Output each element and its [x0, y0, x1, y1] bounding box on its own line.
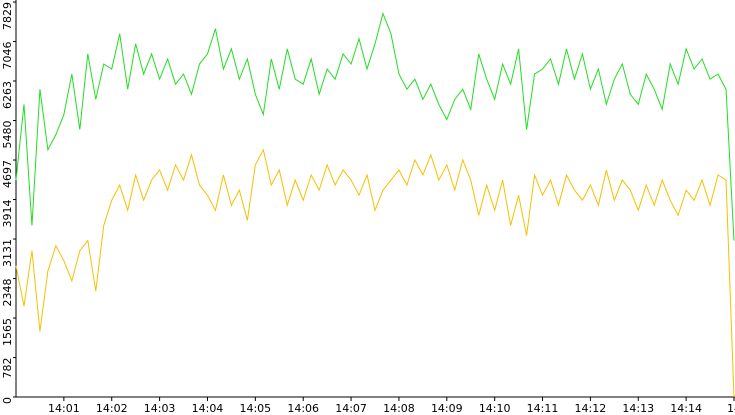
- x-tick-label: 14:04: [192, 402, 224, 415]
- y-tick-label: 7046: [1, 42, 14, 70]
- series-line: [15, 11, 735, 241]
- y-tick-label: 3914: [1, 200, 14, 228]
- y-tick-label: 5480: [1, 121, 14, 149]
- x-tick-label: 14:07: [335, 402, 367, 415]
- x-tick-label: 14:06: [287, 402, 319, 415]
- y-tick-label: 3131: [1, 239, 14, 267]
- y-tick-label: 2348: [1, 279, 14, 307]
- y-tick-label: 6263: [1, 81, 14, 109]
- x-tick-label: 14:10: [479, 402, 511, 415]
- x-tick-label: 14: [727, 402, 735, 415]
- x-tick-label: 14:13: [622, 402, 654, 415]
- y-tick-label: 0: [1, 397, 14, 404]
- x-tick-label: 14:09: [431, 402, 463, 415]
- series-line: [15, 148, 735, 398]
- x-tick-label: 14:12: [575, 402, 607, 415]
- x-tick-label: 14:02: [96, 402, 128, 415]
- y-tick-label: 7829: [1, 2, 14, 30]
- x-tick-label: 14:14: [670, 402, 702, 415]
- x-tick-label: 14:08: [383, 402, 415, 415]
- x-tick-label: 14:11: [527, 402, 559, 415]
- y-tick-label: 1565: [1, 318, 14, 346]
- x-tick-label: 14:05: [239, 402, 271, 415]
- y-tick-label: 782: [1, 358, 14, 379]
- x-tick-label: 14:01: [48, 402, 80, 415]
- y-tick-label: 4697: [1, 160, 14, 188]
- x-tick-label: 14:03: [144, 402, 176, 415]
